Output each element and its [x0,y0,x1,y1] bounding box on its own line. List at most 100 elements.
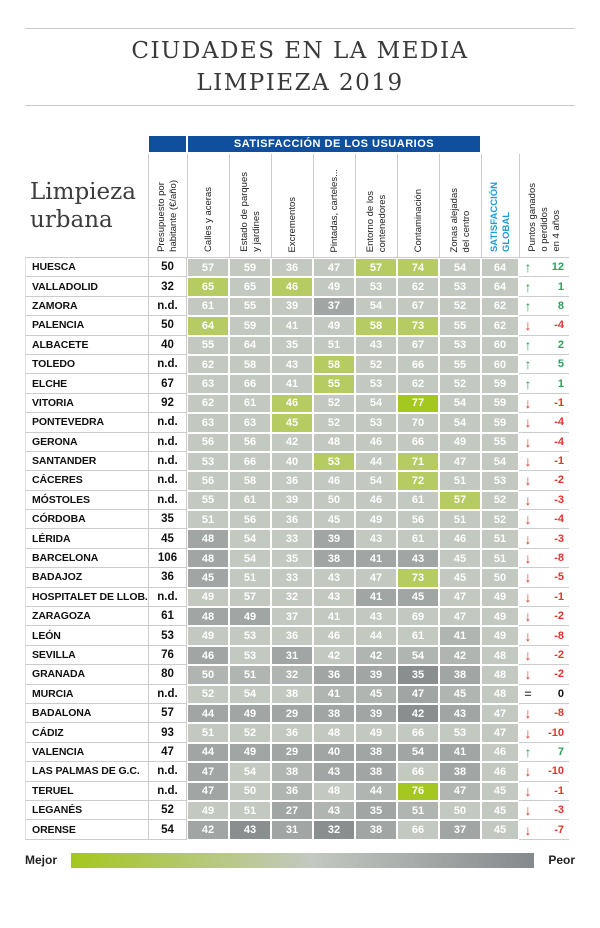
global-score-cell: 47 [482,704,518,723]
change-cell: ↓ -7 [519,820,569,840]
score-cell: 43 [356,530,396,548]
score-cell: 52 [356,355,396,374]
score-cell: 39 [314,530,354,548]
score-cell: 61 [398,491,438,510]
global-score-cell: 59 [482,414,518,432]
global-score-cell: 62 [482,317,518,335]
score-cell: 41 [272,317,312,335]
change-cell: ↑ 12 [519,258,569,278]
score-cell: 44 [356,452,396,471]
score-cell: 33 [272,569,312,587]
users-satisfaction-band: SATISFACCIÓN DE LOS USUARIOS [188,136,480,152]
score-cell: 37 [314,297,354,316]
global-score-cell: 45 [482,801,518,820]
score-cell: 52 [314,394,354,413]
score-cell: 38 [440,666,480,684]
column-header-budget: Presupuesto por habitante (€/año) [156,180,179,252]
score-cell: 46 [356,433,396,451]
trend-down-icon: ↓ [524,724,532,741]
score-cell: 39 [272,491,312,510]
city-label: VITORIA [25,393,148,414]
score-cell: 66 [398,355,438,374]
score-cell: 53 [230,627,270,645]
score-cell: 55 [440,355,480,374]
score-cell: 62 [188,394,228,413]
trend-up-icon: ↑ [524,356,532,373]
global-score-cell: 60 [482,355,518,374]
column-header-calles: Calles y aceras [202,187,214,252]
trend-down-icon: ↓ [524,394,532,411]
score-cell: 47 [188,763,228,781]
budget-value: n.d. [148,296,187,317]
score-cell: 49 [230,743,270,762]
score-cell: 43 [314,569,354,587]
global-score-cell: 45 [482,821,518,839]
global-score-cell: 45 [482,782,518,800]
score-cell: 41 [356,588,396,607]
score-cell: 35 [398,666,438,684]
change-value: 1 [557,280,564,293]
score-cell: 52 [440,297,480,316]
page-title-line1: CIUDADES EN LA MEDIA [131,38,469,64]
change-cell: ↓ -1 [519,394,569,414]
budget-value: n.d. [148,471,187,491]
column-header-contenedores-cell: Entorno de los contenedores [355,154,397,258]
change-value: 8 [557,299,564,312]
city-label: LEGANÉS [25,800,148,821]
city-label: LAS PALMAS DE G.C. [25,762,148,782]
city-label: LEÓN [25,626,148,646]
score-cell: 48 [188,530,228,548]
column-header-puntos-cell: Puntos ganados o perdidos en 4 años [519,154,569,258]
change-cell: ↓ -8 [519,704,569,724]
city-label: BADALONA [25,703,148,724]
global-score-cell: 55 [482,433,518,451]
score-cell: 41 [314,685,354,703]
score-cell: 58 [230,355,270,374]
city-label: CÁCERES [25,471,148,491]
trend-down-icon: ↓ [524,317,532,334]
score-cell: 46 [314,472,354,490]
city-label: HUESCA [25,258,148,278]
column-header-puntos: Puntos ganados o perdidos en 4 años [526,183,562,252]
city-label: ALBACETE [25,335,148,355]
global-score-cell: 49 [482,627,518,645]
change-value: 7 [557,745,564,758]
score-cell: 38 [314,704,354,723]
score-cell: 74 [398,259,438,277]
score-cell: 62 [188,355,228,374]
change-value: -2 [554,474,564,487]
page-title-line2: LIMPIEZA 2019 [196,70,404,96]
change-value: -8 [554,552,564,565]
trend-up-icon: ↑ [524,259,532,276]
column-header-global-cell: SATISFACCIÓN GLOBAL [481,154,519,258]
score-cell: 47 [188,782,228,800]
trend-up-icon: ↑ [524,297,532,314]
change-cell: ↓ -2 [519,646,569,666]
score-cell: 49 [356,724,396,742]
score-cell: 66 [398,724,438,742]
global-score-cell: 49 [482,608,518,626]
score-cell: 52 [188,685,228,703]
score-cell: 53 [440,278,480,296]
score-cell: 43 [356,608,396,626]
score-cell: 57 [188,259,228,277]
column-header-zonas: Zonas alejadas del centro [448,187,472,252]
score-cell: 40 [272,452,312,471]
score-cell: 54 [230,530,270,548]
score-cell: 42 [314,646,354,665]
city-label: GRANADA [25,665,148,685]
score-cell: 61 [398,530,438,548]
change-cell: ↑ 1 [519,277,569,297]
change-value: -4 [554,435,564,448]
city-label: TERUEL [25,781,148,801]
score-cell: 43 [314,763,354,781]
score-cell: 54 [398,743,438,762]
change-cell: ↓ -4 [519,316,569,336]
trend-down-icon: ↓ [524,821,532,838]
score-cell: 44 [188,704,228,723]
column-header-excrementos: Excrementos [286,196,298,252]
trend-down-icon: ↓ [524,588,532,605]
change-cell: ↓ -8 [519,549,569,569]
score-cell: 36 [272,259,312,277]
budget-value: n.d. [148,762,187,782]
